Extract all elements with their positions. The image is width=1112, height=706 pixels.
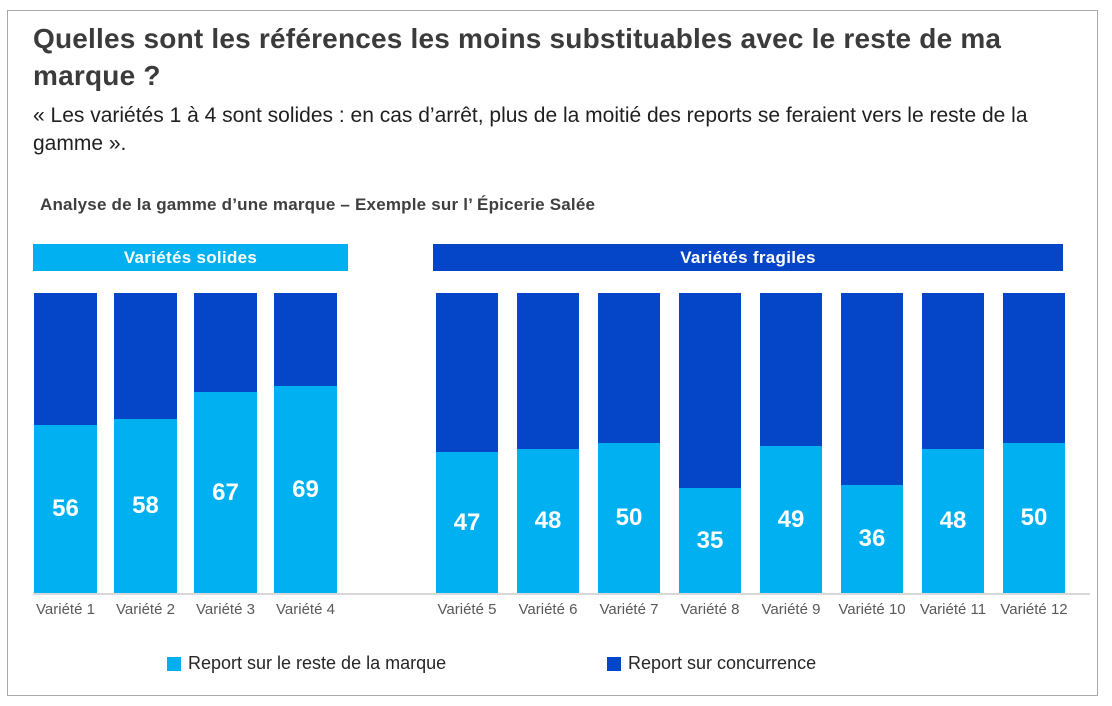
category-label: Variété 4 bbox=[276, 601, 335, 618]
segment-report-concurrence bbox=[194, 293, 257, 392]
chart-subtitle: Analyse de la gamme d’une marque – Exemp… bbox=[40, 195, 596, 214]
stacked-bar: 48 bbox=[922, 293, 984, 593]
category-label: Variété 12 bbox=[1000, 601, 1068, 618]
legend-item-concurrence: Report sur concurrence bbox=[607, 653, 816, 674]
category-label: Variété 11 bbox=[919, 601, 987, 618]
legend-label: Report sur le reste de la marque bbox=[188, 653, 447, 673]
stacked-bar: 50 bbox=[1003, 293, 1065, 593]
banner-varietes-solides: Variétés solides bbox=[33, 244, 348, 271]
stacked-bar: 48 bbox=[517, 293, 579, 593]
segment-report-concurrence bbox=[436, 293, 498, 452]
legend-swatch-dark-blue-icon bbox=[607, 656, 621, 671]
stacked-bar: 47 bbox=[436, 293, 498, 593]
bar-value-label: 47 bbox=[453, 508, 481, 536]
segment-report-marque: 48 bbox=[922, 449, 984, 593]
segment-report-marque: 36 bbox=[841, 485, 903, 593]
category-label: Variété 9 bbox=[761, 601, 821, 618]
category-label: Variété 8 bbox=[680, 601, 740, 618]
category-label: Variété 7 bbox=[599, 601, 659, 618]
bar-value-label: 48 bbox=[534, 507, 562, 534]
bar-value-label: 50 bbox=[1020, 504, 1048, 531]
stacked-bar: 36 bbox=[841, 293, 903, 593]
legend-item-reste-marque: Report sur le reste de la marque bbox=[167, 653, 446, 674]
stacked-bar: 49 bbox=[760, 293, 822, 593]
bar-value-label: 69 bbox=[292, 475, 319, 503]
category-label: Variété 1 bbox=[36, 601, 95, 618]
bar-value-label: 49 bbox=[777, 505, 805, 533]
stacked-bar: 69 bbox=[274, 293, 337, 593]
legend-swatch-light-blue-icon bbox=[167, 656, 181, 671]
bar-group-fragiles: 47 Variété 5 48 Variété 6 50 Variété 7 35 Varié… bbox=[436, 293, 1068, 618]
x-axis-line bbox=[33, 593, 1090, 595]
segment-report-concurrence bbox=[922, 293, 984, 449]
segment-report-concurrence bbox=[517, 293, 579, 449]
category-label: Variété 6 bbox=[518, 601, 578, 618]
segment-report-concurrence bbox=[34, 293, 97, 425]
segment-report-marque: 50 bbox=[1003, 443, 1065, 593]
page-title: Quelles sont les références les moins su… bbox=[33, 23, 1002, 91]
stacked-bar: 35 bbox=[679, 293, 741, 593]
segment-report-marque: 50 bbox=[598, 443, 660, 593]
bar-group-solides: 56 Variété 1 58 Variété 2 67 Variété 3 69 Varié… bbox=[34, 293, 337, 618]
segment-report-marque: 49 bbox=[760, 446, 822, 593]
segment-report-concurrence bbox=[841, 293, 903, 485]
insight-quote: « Les variétés 1 à 4 sont solides : en c… bbox=[33, 104, 1028, 155]
segment-report-concurrence bbox=[679, 293, 741, 488]
segment-report-marque: 47 bbox=[436, 452, 498, 593]
segment-report-concurrence bbox=[760, 293, 822, 446]
segment-report-concurrence bbox=[274, 293, 337, 386]
segment-report-marque: 48 bbox=[517, 449, 579, 593]
segment-report-marque: 35 bbox=[679, 488, 741, 593]
banner-varietes-fragiles: Variétés fragiles bbox=[433, 244, 1063, 271]
segment-report-marque: 67 bbox=[194, 392, 257, 593]
category-label: Variété 2 bbox=[116, 601, 175, 618]
segment-report-marque: 69 bbox=[274, 386, 337, 593]
bar-value-label: 48 bbox=[939, 507, 967, 534]
bar-value-label: 50 bbox=[615, 504, 643, 531]
category-label: Variété 10 bbox=[838, 601, 906, 618]
category-label: Variété 5 bbox=[437, 601, 497, 618]
segment-report-concurrence bbox=[598, 293, 660, 443]
stacked-bar: 50 bbox=[598, 293, 660, 593]
bar-value-label: 36 bbox=[858, 525, 886, 552]
segment-report-concurrence bbox=[1003, 293, 1065, 443]
segment-report-marque: 56 bbox=[34, 425, 97, 593]
legend-label: Report sur concurrence bbox=[628, 653, 817, 673]
segment-report-concurrence bbox=[114, 293, 177, 419]
stacked-bar: 56 bbox=[34, 293, 97, 593]
bar-value-label: 56 bbox=[52, 495, 79, 522]
bar-value-label: 67 bbox=[212, 478, 239, 506]
segment-report-marque: 58 bbox=[114, 419, 177, 593]
category-label: Variété 3 bbox=[196, 601, 255, 618]
banner-fragiles-label: Variétés fragiles bbox=[680, 247, 816, 267]
bar-value-label: 35 bbox=[696, 526, 724, 554]
stacked-bar: 58 bbox=[114, 293, 177, 593]
bar-value-label: 58 bbox=[132, 492, 159, 519]
stacked-bar: 67 bbox=[194, 293, 257, 593]
banner-solides-label: Variétés solides bbox=[123, 247, 258, 267]
